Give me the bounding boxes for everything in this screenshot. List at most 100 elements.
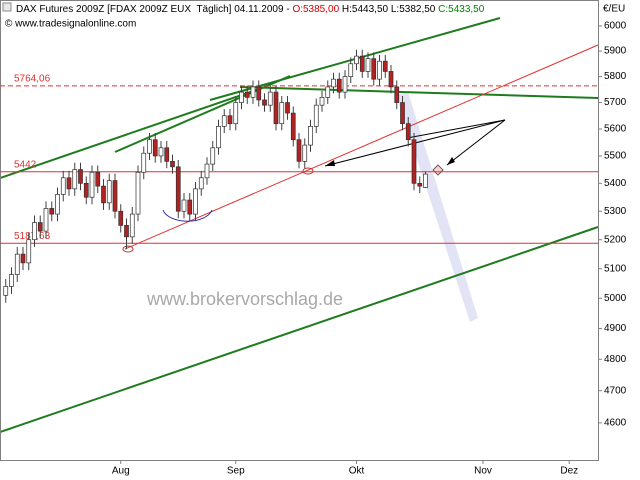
candle-body bbox=[411, 139, 417, 184]
candle-body bbox=[37, 222, 43, 232]
candle-body bbox=[49, 208, 55, 215]
candle-body bbox=[336, 78, 342, 93]
candle-body bbox=[95, 171, 101, 187]
candle-body bbox=[66, 177, 72, 190]
x-tick-label: Aug bbox=[112, 466, 130, 477]
candle-body bbox=[55, 194, 60, 215]
candle-body bbox=[296, 139, 302, 162]
candle-body bbox=[377, 60, 382, 80]
candle-body bbox=[32, 222, 37, 241]
candle-body bbox=[348, 63, 354, 77]
candle-body bbox=[101, 185, 106, 204]
y-tick-label: 5700 bbox=[604, 97, 627, 108]
y-tick-label: 4700 bbox=[604, 385, 627, 396]
subtitle: © www.tradesignalonline.com bbox=[5, 19, 136, 30]
candle-body bbox=[290, 112, 296, 141]
candle-body bbox=[279, 102, 285, 125]
chart-title: DAX Futures 2009Z [FDAX 2009Z EUX Täglic… bbox=[16, 4, 485, 15]
candle-body bbox=[112, 180, 118, 212]
arrow-head bbox=[447, 157, 455, 165]
candle-body bbox=[331, 78, 336, 88]
candle-body bbox=[285, 102, 290, 114]
y-tick-label: 4600 bbox=[604, 417, 627, 428]
candle-body bbox=[273, 91, 279, 125]
candle-body bbox=[342, 76, 348, 93]
trendline bbox=[0, 226, 599, 433]
candle-body bbox=[175, 166, 181, 212]
candle-body bbox=[152, 139, 158, 157]
candle-body bbox=[20, 253, 26, 264]
candle-body bbox=[308, 125, 313, 146]
y-tick-label: 5400 bbox=[604, 178, 627, 189]
y-tick-label: 5600 bbox=[604, 124, 627, 135]
candle-body bbox=[319, 96, 325, 106]
candle-body bbox=[129, 213, 135, 238]
watermark: www.brokervorschlag.de bbox=[146, 289, 343, 309]
candle-body bbox=[394, 86, 400, 103]
candle-body bbox=[244, 91, 250, 98]
candle-body bbox=[106, 180, 112, 204]
candle-body bbox=[267, 91, 273, 106]
marker bbox=[432, 164, 444, 176]
candle-body bbox=[124, 225, 129, 238]
level-label: 5764,06 bbox=[14, 74, 51, 85]
y-tick-label: 6000 bbox=[604, 21, 627, 32]
title-part: H:5443,50 L:5382,50 bbox=[339, 4, 438, 15]
candle-body bbox=[313, 104, 319, 127]
candle-body bbox=[9, 274, 14, 287]
y-tick-label: 5500 bbox=[604, 151, 627, 162]
y-tick-label: 4800 bbox=[604, 354, 627, 365]
candle-body bbox=[239, 91, 244, 103]
arrow bbox=[446, 119, 506, 166]
candle-body bbox=[405, 123, 411, 141]
y-tick-label: 5200 bbox=[604, 234, 627, 245]
candle-body bbox=[250, 86, 256, 98]
marker bbox=[302, 167, 314, 175]
x-tick-label: Okt bbox=[349, 466, 365, 477]
candle-body bbox=[3, 286, 9, 296]
y-tick-label: 5100 bbox=[604, 263, 627, 274]
y-unit: €/EU bbox=[603, 4, 625, 15]
candle-body bbox=[147, 139, 152, 154]
candle-body bbox=[43, 208, 49, 232]
trendline bbox=[239, 86, 599, 99]
candle-body bbox=[83, 182, 89, 198]
candle-body bbox=[141, 152, 147, 173]
y-tick-label: 4900 bbox=[604, 323, 627, 334]
candle-body bbox=[256, 86, 262, 101]
candle-body bbox=[417, 182, 423, 187]
y-tick-label: 5900 bbox=[604, 46, 627, 57]
trendline bbox=[124, 44, 599, 250]
candle-body bbox=[227, 115, 233, 125]
projection-area bbox=[396, 92, 478, 322]
marker bbox=[122, 245, 134, 253]
level-label: 5442 bbox=[14, 159, 37, 170]
candle-body bbox=[371, 58, 377, 80]
candle-body bbox=[89, 171, 95, 198]
candle-body bbox=[233, 102, 239, 125]
candle-body bbox=[14, 253, 20, 275]
x-tick-label: Sep bbox=[227, 466, 245, 477]
candle-body bbox=[400, 102, 405, 125]
arrow-head bbox=[325, 160, 335, 166]
y-tick-label: 5300 bbox=[604, 206, 627, 217]
drawings bbox=[0, 17, 599, 433]
title-part: C:5433,50 bbox=[438, 4, 485, 15]
candle-body bbox=[365, 58, 371, 72]
candle-body bbox=[26, 239, 32, 264]
candle-body bbox=[135, 171, 141, 215]
candle-body bbox=[170, 161, 175, 168]
candle-body bbox=[181, 199, 187, 212]
candle-body bbox=[204, 163, 210, 179]
candle-body bbox=[158, 147, 164, 157]
candle-body bbox=[164, 147, 170, 162]
candle-body bbox=[302, 144, 308, 162]
candle-body bbox=[193, 188, 198, 215]
candle-body bbox=[325, 86, 331, 98]
candle-body bbox=[216, 125, 221, 149]
candle-body bbox=[388, 71, 394, 88]
icon bbox=[2, 2, 12, 12]
candle-body bbox=[382, 60, 388, 72]
candle-body bbox=[72, 169, 78, 190]
